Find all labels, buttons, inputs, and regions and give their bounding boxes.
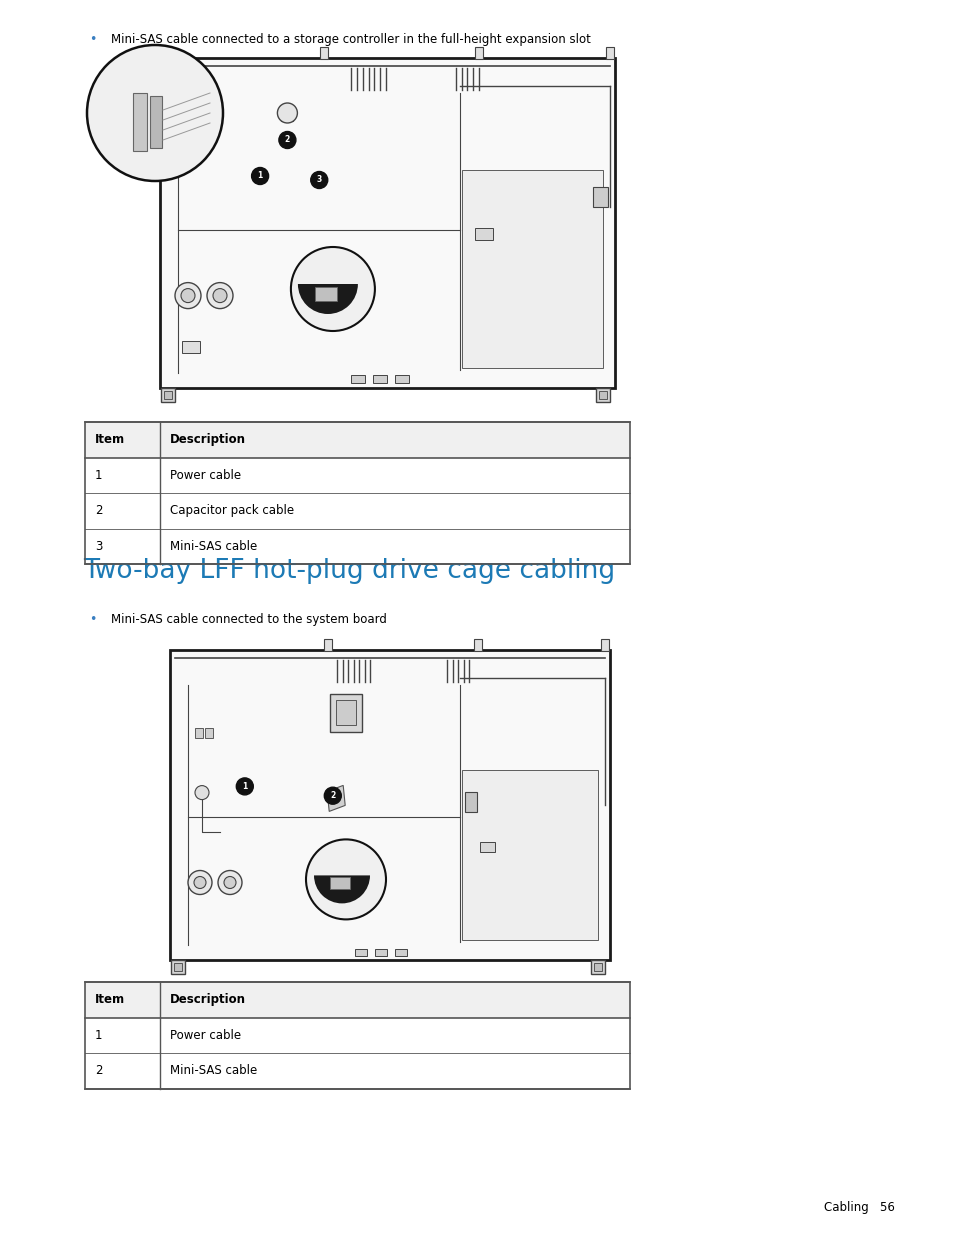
Bar [462, 769, 598, 940]
Circle shape [252, 168, 269, 184]
Text: 3: 3 [316, 175, 321, 184]
Text: Mini-SAS cable connected to a storage controller in the full-height expansion sl: Mini-SAS cable connected to a storage co… [111, 33, 590, 47]
Bar [132, 93, 147, 151]
Circle shape [193, 877, 206, 888]
Bar [85, 982, 629, 1018]
Circle shape [174, 283, 201, 309]
Text: Power cable: Power cable [170, 1029, 241, 1042]
Text: Mini-SAS cable connected to the system board: Mini-SAS cable connected to the system b… [111, 614, 387, 626]
Bar [314, 287, 336, 301]
Bar [596, 388, 609, 403]
Circle shape [324, 787, 341, 804]
Circle shape [181, 289, 194, 303]
Bar [335, 700, 355, 725]
Bar [205, 727, 213, 739]
Text: 1: 1 [242, 782, 247, 790]
Circle shape [194, 785, 209, 799]
Text: 1: 1 [95, 469, 102, 482]
Bar [324, 638, 332, 651]
Bar [85, 422, 629, 457]
Text: 2: 2 [95, 504, 102, 517]
Bar [173, 963, 182, 971]
Text: 2: 2 [285, 136, 290, 144]
Bar [590, 960, 604, 974]
Bar [594, 963, 601, 971]
Bar [85, 982, 629, 1088]
Circle shape [277, 103, 297, 124]
Bar [598, 391, 606, 399]
Circle shape [278, 131, 295, 148]
Bar [164, 391, 172, 399]
Bar [281, 105, 294, 121]
Text: 3: 3 [95, 540, 102, 553]
Text: Power cable: Power cable [170, 469, 241, 482]
Bar [605, 47, 614, 58]
Bar [150, 96, 162, 148]
Bar [330, 877, 350, 889]
Text: •: • [89, 614, 96, 626]
Text: Mini-SAS cable: Mini-SAS cable [170, 540, 257, 553]
Circle shape [224, 877, 235, 888]
Bar [375, 948, 386, 956]
Text: Description: Description [170, 433, 246, 446]
Bar [161, 388, 174, 403]
Wedge shape [314, 876, 370, 903]
Bar [85, 422, 629, 564]
Bar [462, 170, 602, 368]
Bar [395, 375, 409, 383]
Text: Item: Item [95, 433, 125, 446]
Circle shape [311, 172, 328, 189]
Circle shape [306, 840, 386, 919]
Bar [465, 793, 476, 813]
Circle shape [207, 283, 233, 309]
Bar [373, 375, 387, 383]
Bar [600, 638, 608, 651]
Text: Item: Item [95, 993, 125, 1007]
Text: Capacitor pack cable: Capacitor pack cable [170, 504, 294, 517]
Bar [475, 227, 493, 240]
Polygon shape [327, 785, 345, 811]
Text: Description: Description [170, 993, 246, 1007]
Bar [480, 841, 495, 851]
Circle shape [291, 247, 375, 331]
Text: Cabling   56: Cabling 56 [823, 1202, 894, 1214]
Bar [474, 47, 482, 58]
Bar [474, 638, 481, 651]
Text: 1: 1 [95, 1029, 102, 1042]
Circle shape [236, 778, 253, 795]
Bar [171, 960, 185, 974]
Bar [355, 948, 366, 956]
Bar [160, 58, 615, 388]
Text: 2: 2 [95, 1065, 102, 1077]
Bar [395, 948, 406, 956]
Text: •: • [89, 33, 96, 47]
Bar [85, 422, 629, 564]
Bar [330, 694, 361, 732]
Circle shape [213, 289, 227, 303]
Bar [319, 47, 328, 58]
Wedge shape [297, 284, 357, 314]
Bar [85, 982, 629, 1088]
Circle shape [218, 871, 242, 894]
Bar [593, 186, 607, 206]
Text: Two-bay LFF hot-plug drive cage cabling: Two-bay LFF hot-plug drive cage cabling [83, 558, 615, 584]
Bar [170, 650, 609, 960]
Circle shape [188, 871, 212, 894]
Text: Mini-SAS cable: Mini-SAS cable [170, 1065, 257, 1077]
Text: 2: 2 [330, 792, 335, 800]
Bar [194, 727, 203, 739]
Bar [182, 341, 200, 353]
Circle shape [87, 44, 223, 182]
Bar [351, 375, 365, 383]
Text: 1: 1 [257, 172, 262, 180]
